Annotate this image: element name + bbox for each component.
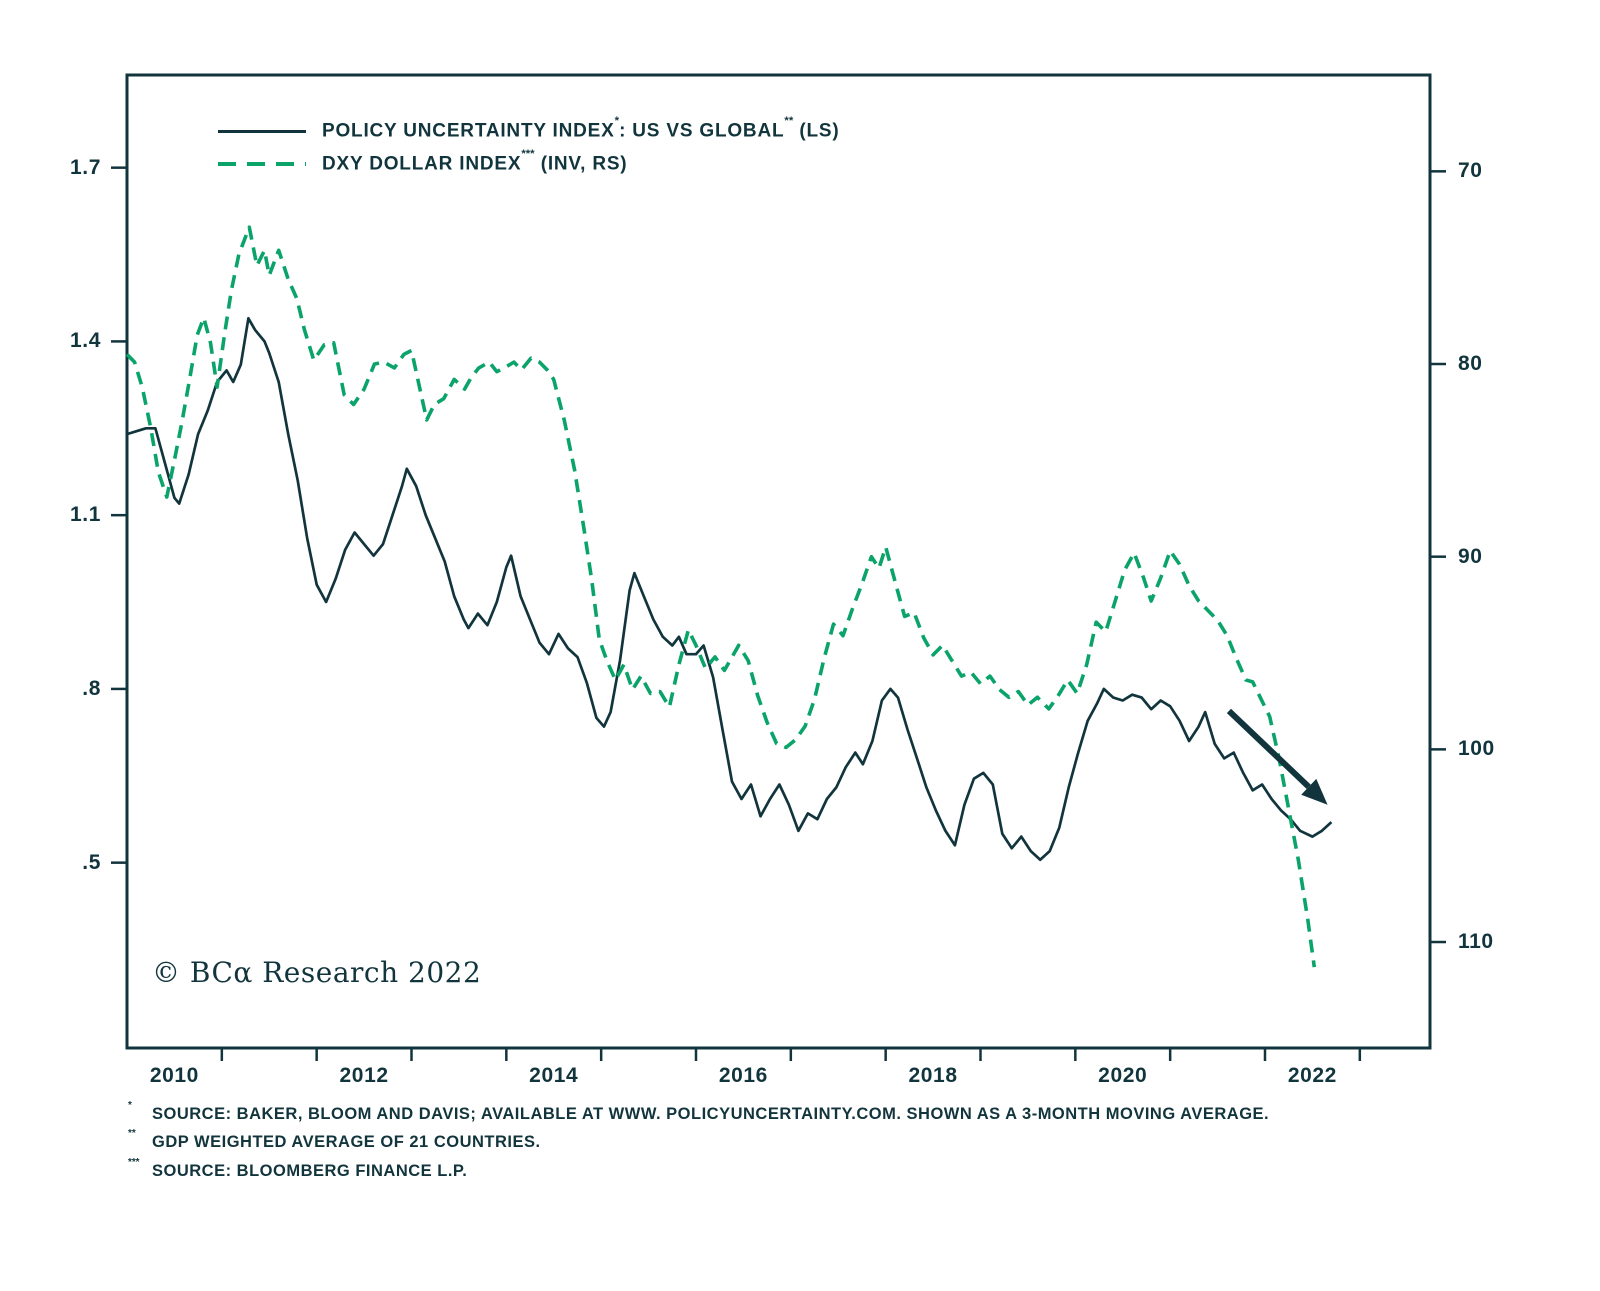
footnote-source-1: * SOURCE: BAKER, BLOOM AND DAVIS; AVAILAB… <box>128 1100 1468 1128</box>
footnote-marker: *** <box>128 1156 140 1168</box>
legend-superscript: ** <box>784 114 794 127</box>
y-axis-left-tick-label: 1.7 <box>70 155 101 179</box>
footnote-gdp-weighted: ** GDP WEIGHTED AVERAGE OF 21 COUNTRIES. <box>128 1128 1468 1156</box>
copyright-bca-research: © BCα Research 2022 <box>152 956 482 989</box>
y-axis-right-tick-label: 110 <box>1458 930 1494 954</box>
legend-superscript: * <box>614 114 620 127</box>
y-axis-right-tick-label: 70 <box>1458 159 1483 183</box>
y-axis-left-tick-label: .5 <box>82 850 101 874</box>
footnote-source-3: *** SOURCE: BLOOMBERG FINANCE L.P. <box>128 1157 1468 1185</box>
legend-dashed-line-swatch <box>218 162 306 167</box>
legend-text-part: POLICY UNCERTAINTY INDEX <box>322 120 615 142</box>
x-axis-tick-label: 2014 <box>529 1064 579 1087</box>
y-axis-left-tick-label: 1.4 <box>70 329 101 353</box>
x-axis-tick-label: 2010 <box>149 1064 199 1087</box>
footnote-text: GDP WEIGHTED AVERAGE OF 21 COUNTRIES. <box>152 1133 541 1152</box>
y-axis-left-tick-label: .8 <box>82 676 101 700</box>
footnote-text: SOURCE: BLOOMBERG FINANCE L.P. <box>152 1161 468 1180</box>
chart-legend: POLICY UNCERTAINTY INDEX*: US VS GLOBAL*… <box>218 115 840 176</box>
y-axis-left-tick-label: 1.1 <box>70 503 101 527</box>
x-axis-tick-label: 2016 <box>718 1064 768 1087</box>
legend-superscript: *** <box>521 148 535 161</box>
legend-label-policy-uncertainty: POLICY UNCERTAINTY INDEX*: US VS GLOBAL*… <box>322 115 840 142</box>
footnote-text: SOURCE: BAKER, BLOOM AND DAVIS; AVAILABL… <box>152 1105 1270 1123</box>
legend-text-part: (INV, RS) <box>534 153 628 175</box>
legend-label-dxy: DXY DOLLAR INDEX*** (INV, RS) <box>322 148 628 175</box>
legend-item-dxy-dollar-index: DXY DOLLAR INDEX*** (INV, RS) <box>218 148 839 175</box>
legend-item-policy-uncertainty-index: POLICY UNCERTAINTY INDEX*: US VS GLOBAL*… <box>218 115 840 142</box>
legend-solid-line-swatch <box>218 129 306 133</box>
legend-text-part: (LS) <box>793 120 840 142</box>
footnote-marker: ** <box>128 1128 136 1140</box>
footnote-marker: * <box>128 1100 132 1112</box>
legend-text-part: : US VS GLOBAL <box>619 120 785 142</box>
footnotes: * SOURCE: BAKER, BLOOM AND DAVIS; AVAILAB… <box>128 1100 1468 1185</box>
y-axis-right-tick-label: 80 <box>1458 352 1483 375</box>
legend-text-part: DXY DOLLAR INDEX <box>322 153 522 175</box>
y-axis-right-tick-label: 90 <box>1458 544 1483 568</box>
x-axis-tick-label: 2012 <box>339 1064 389 1087</box>
x-axis-tick-label: 2018 <box>908 1064 958 1087</box>
x-axis-tick-label: 2020 <box>1098 1064 1148 1087</box>
y-axis-right-tick-label: 100 <box>1458 737 1495 761</box>
x-axis-tick-label: 2022 <box>1287 1064 1337 1087</box>
